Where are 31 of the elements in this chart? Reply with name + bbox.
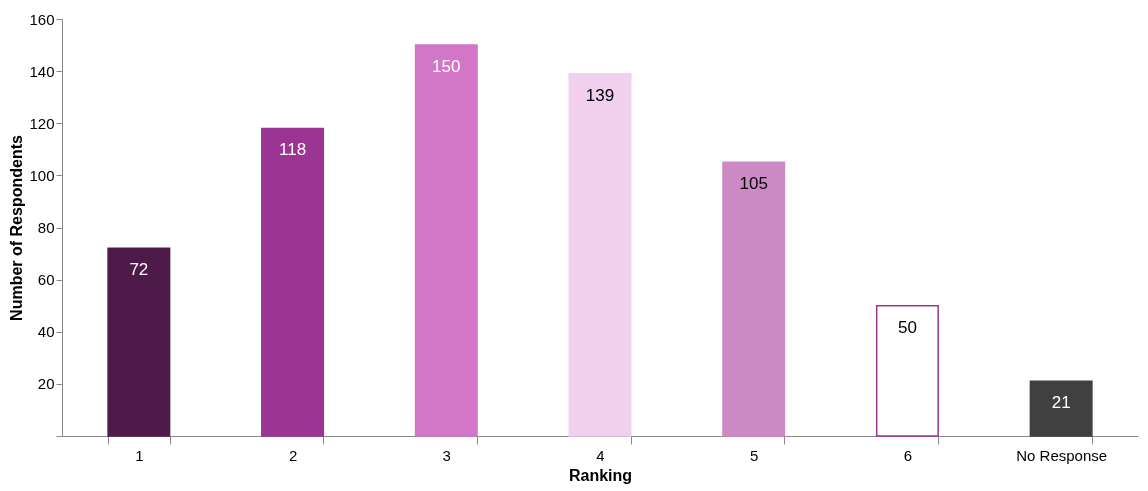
y-tick-label: 60 (37, 271, 55, 289)
data-label: 118 (279, 140, 307, 160)
x-tick-label: 1 (135, 446, 144, 464)
x-tick-label: 4 (596, 446, 605, 464)
data-label: 50 (897, 317, 917, 337)
x-axis-title: Ranking (568, 466, 633, 484)
bar (1029, 380, 1093, 437)
y-tick-label: 140 (29, 62, 55, 80)
bar (568, 72, 632, 437)
y-tick-label: 120 (29, 114, 55, 132)
data-label: 21 (1051, 393, 1071, 413)
y-tick-label: 100 (29, 166, 55, 184)
y-axis-title: Number of Respondents (8, 135, 26, 321)
y-tick-label: 160 (29, 10, 55, 28)
y-tick-label: 20 (37, 375, 55, 393)
x-tick-label: 6 (903, 446, 913, 464)
bar (107, 247, 171, 437)
data-label: 105 (739, 174, 768, 194)
bar (875, 304, 939, 437)
x-tick-label: 3 (442, 446, 451, 464)
y-tick-label: 80 (37, 219, 55, 236)
bar (261, 127, 325, 437)
data-label: 150 (432, 57, 461, 77)
data-label: 139 (585, 85, 615, 105)
data-label: 72 (129, 260, 149, 280)
x-tick-label: 2 (288, 446, 298, 464)
x-tick-label: 5 (750, 446, 759, 464)
x-tick-label: No Response (1016, 446, 1108, 464)
y-tick-label: 40 (37, 323, 55, 341)
bar (414, 44, 478, 437)
bar (722, 161, 786, 437)
